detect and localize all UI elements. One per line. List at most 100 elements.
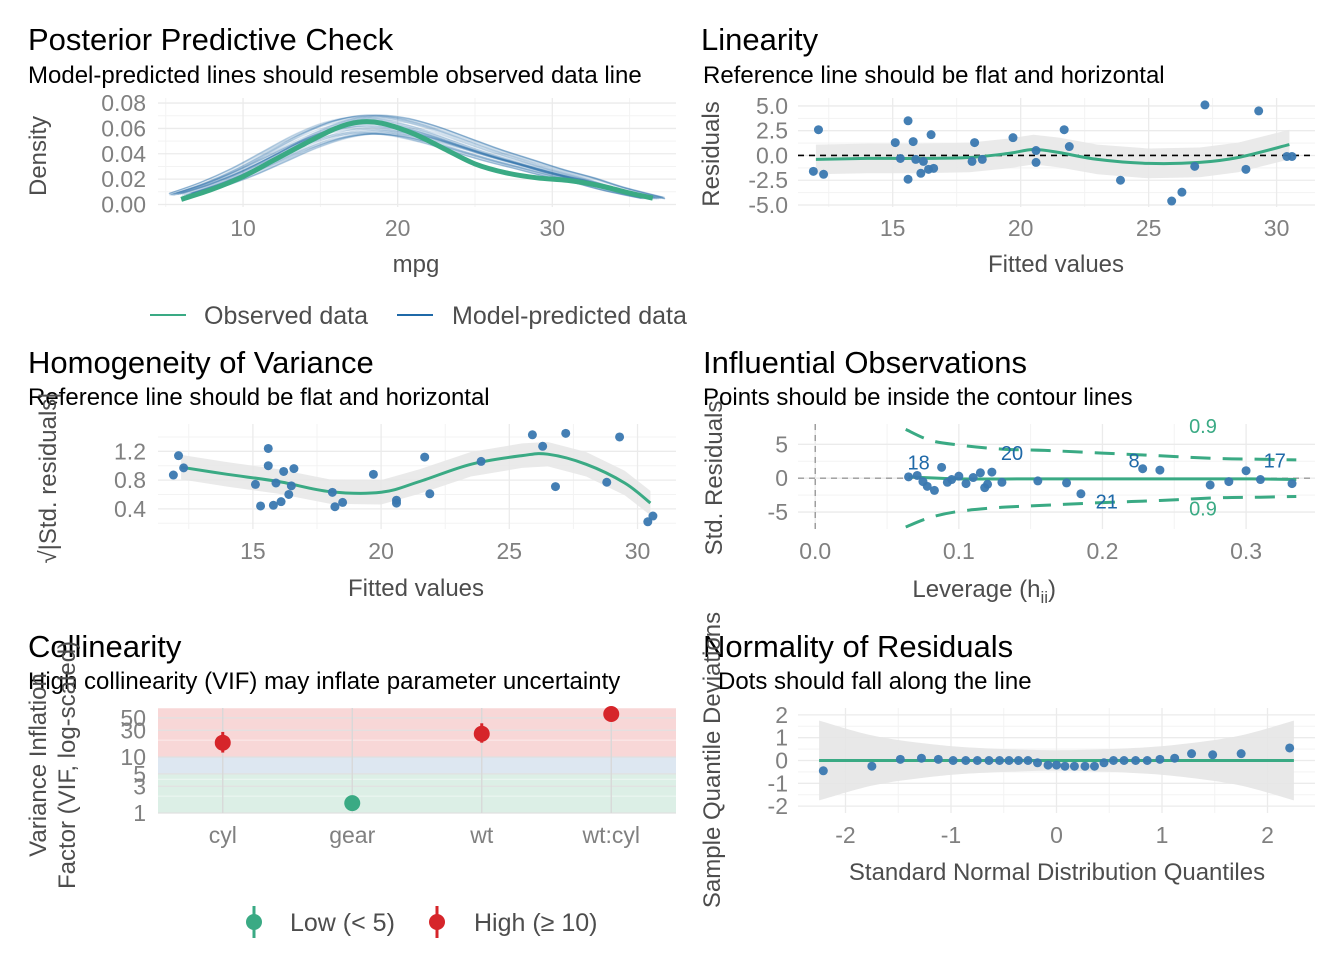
homogeneity-ylabel: √|Std. residuals| bbox=[35, 392, 62, 563]
homogeneity-subtitle: Reference line should be flat and horizo… bbox=[28, 384, 490, 411]
data-point bbox=[895, 153, 905, 163]
legend-predicted-label: Model-predicted data bbox=[452, 302, 687, 330]
data-point bbox=[1043, 760, 1053, 770]
data-point bbox=[1062, 478, 1072, 488]
data-point bbox=[1224, 477, 1234, 487]
data-point bbox=[1031, 157, 1041, 167]
data-point bbox=[1108, 756, 1118, 765]
data-point bbox=[867, 761, 877, 771]
x-tick-label: 0.1 bbox=[943, 538, 975, 564]
data-point bbox=[1255, 475, 1265, 485]
predicted-draw bbox=[179, 123, 652, 199]
data-point bbox=[561, 428, 571, 438]
influential-grid bbox=[798, 424, 1315, 529]
data-point bbox=[1170, 753, 1180, 763]
ppc-subtitle: Model-predicted lines should resemble ob… bbox=[28, 62, 642, 89]
ppc-ticks: 10 20 30 0.000.020.040.060.08 bbox=[101, 90, 565, 241]
y-tick-label: 0.02 bbox=[101, 166, 146, 192]
data-point bbox=[916, 168, 926, 178]
x-tick-label: 15 bbox=[240, 538, 266, 564]
data-point bbox=[926, 130, 936, 140]
collinearity-ylabel-1: Variance Inflation bbox=[25, 673, 52, 857]
y-tick-label: 3 bbox=[133, 773, 146, 799]
x-tick-label: 25 bbox=[1136, 215, 1162, 241]
y-tick-label: 1 bbox=[775, 725, 788, 751]
ppc-ylabel: Density bbox=[25, 116, 52, 196]
data-point bbox=[330, 502, 340, 512]
influential-reference-lines bbox=[798, 424, 1315, 529]
x-tick-label: -1 bbox=[941, 822, 961, 848]
data-point bbox=[912, 470, 922, 480]
linearity-ci-band bbox=[815, 129, 1290, 179]
data-point bbox=[1004, 756, 1014, 765]
homogeneity-points bbox=[168, 428, 658, 527]
data-point bbox=[1008, 133, 1018, 143]
influential-title: Influential Observations bbox=[703, 345, 1027, 380]
collinearity-subtitle: High collinearity (VIF) may inflate para… bbox=[28, 668, 620, 695]
data-point bbox=[1236, 749, 1246, 759]
legend-low-dot bbox=[246, 914, 262, 930]
data-point bbox=[997, 477, 1007, 487]
contour-lower bbox=[905, 495, 1297, 529]
data-point bbox=[538, 441, 548, 451]
data-point bbox=[929, 485, 939, 495]
linearity-xlabel: Fitted values bbox=[988, 251, 1124, 278]
data-point bbox=[550, 482, 560, 492]
x-tick-label: 0.0 bbox=[799, 538, 831, 564]
data-point bbox=[1060, 761, 1070, 771]
predicted-draw bbox=[180, 114, 653, 199]
data-point bbox=[648, 511, 658, 521]
predicted-draw bbox=[179, 114, 652, 199]
legend-observed-label: Observed data bbox=[204, 302, 368, 330]
x-tick-label: wt:cyl bbox=[582, 822, 641, 848]
x-tick-label: -2 bbox=[835, 822, 855, 848]
data-point bbox=[1208, 750, 1218, 760]
legend-high-label: High (≥ 10) bbox=[474, 909, 598, 937]
y-tick-label: -1 bbox=[768, 770, 788, 796]
homogeneity-ticks: 15 20 25 30 0.4 0.8 1.2 bbox=[114, 438, 650, 564]
influential-xlabel: Leverage (hii) bbox=[912, 576, 1056, 607]
data-point bbox=[922, 481, 932, 491]
y-tick-label: 5.0 bbox=[756, 93, 788, 119]
moderate-zone bbox=[158, 757, 676, 774]
data-point bbox=[1241, 466, 1251, 476]
influential-ticks: 0.0 0.1 0.2 0.3 -5 0 5 bbox=[768, 431, 1263, 564]
data-point bbox=[984, 756, 994, 765]
collinearity-zones bbox=[158, 708, 676, 813]
x-tick-label: wt bbox=[469, 822, 494, 848]
data-point bbox=[916, 753, 926, 763]
x-tick-label: 25 bbox=[497, 538, 523, 564]
x-tick-label: 2 bbox=[1261, 822, 1274, 848]
x-tick-label: 0.3 bbox=[1230, 538, 1262, 564]
data-point bbox=[975, 468, 985, 478]
data-point bbox=[263, 461, 273, 471]
data-point bbox=[961, 756, 971, 765]
x-tick-label: 10 bbox=[230, 215, 256, 241]
data-point bbox=[890, 138, 900, 148]
data-point bbox=[977, 154, 987, 164]
data-point bbox=[271, 478, 281, 488]
data-point bbox=[1033, 758, 1043, 768]
x-tick-label: 30 bbox=[1264, 215, 1290, 241]
data-point bbox=[904, 472, 914, 482]
data-point bbox=[972, 756, 982, 765]
y-tick-label: 1.2 bbox=[114, 438, 146, 464]
data-point bbox=[1064, 142, 1074, 152]
predicted-draw bbox=[189, 114, 662, 199]
ppc-xlabel: mpg bbox=[393, 251, 440, 278]
data-point bbox=[918, 156, 928, 166]
linearity-title: Linearity bbox=[701, 22, 819, 57]
data-point bbox=[987, 467, 997, 477]
data-point bbox=[1080, 761, 1090, 771]
y-tick-label: 50 bbox=[120, 705, 146, 731]
vif-point bbox=[344, 795, 361, 812]
predicted-draw bbox=[169, 116, 642, 199]
data-point bbox=[1033, 476, 1043, 486]
y-tick-label: 10 bbox=[120, 744, 146, 770]
data-point bbox=[1177, 187, 1187, 197]
normality-ylabel: Sample Quantile Deviations bbox=[699, 612, 726, 908]
data-point bbox=[338, 497, 348, 507]
data-point bbox=[948, 756, 958, 765]
y-tick-label: 0 bbox=[775, 465, 788, 491]
data-point bbox=[1155, 754, 1165, 764]
